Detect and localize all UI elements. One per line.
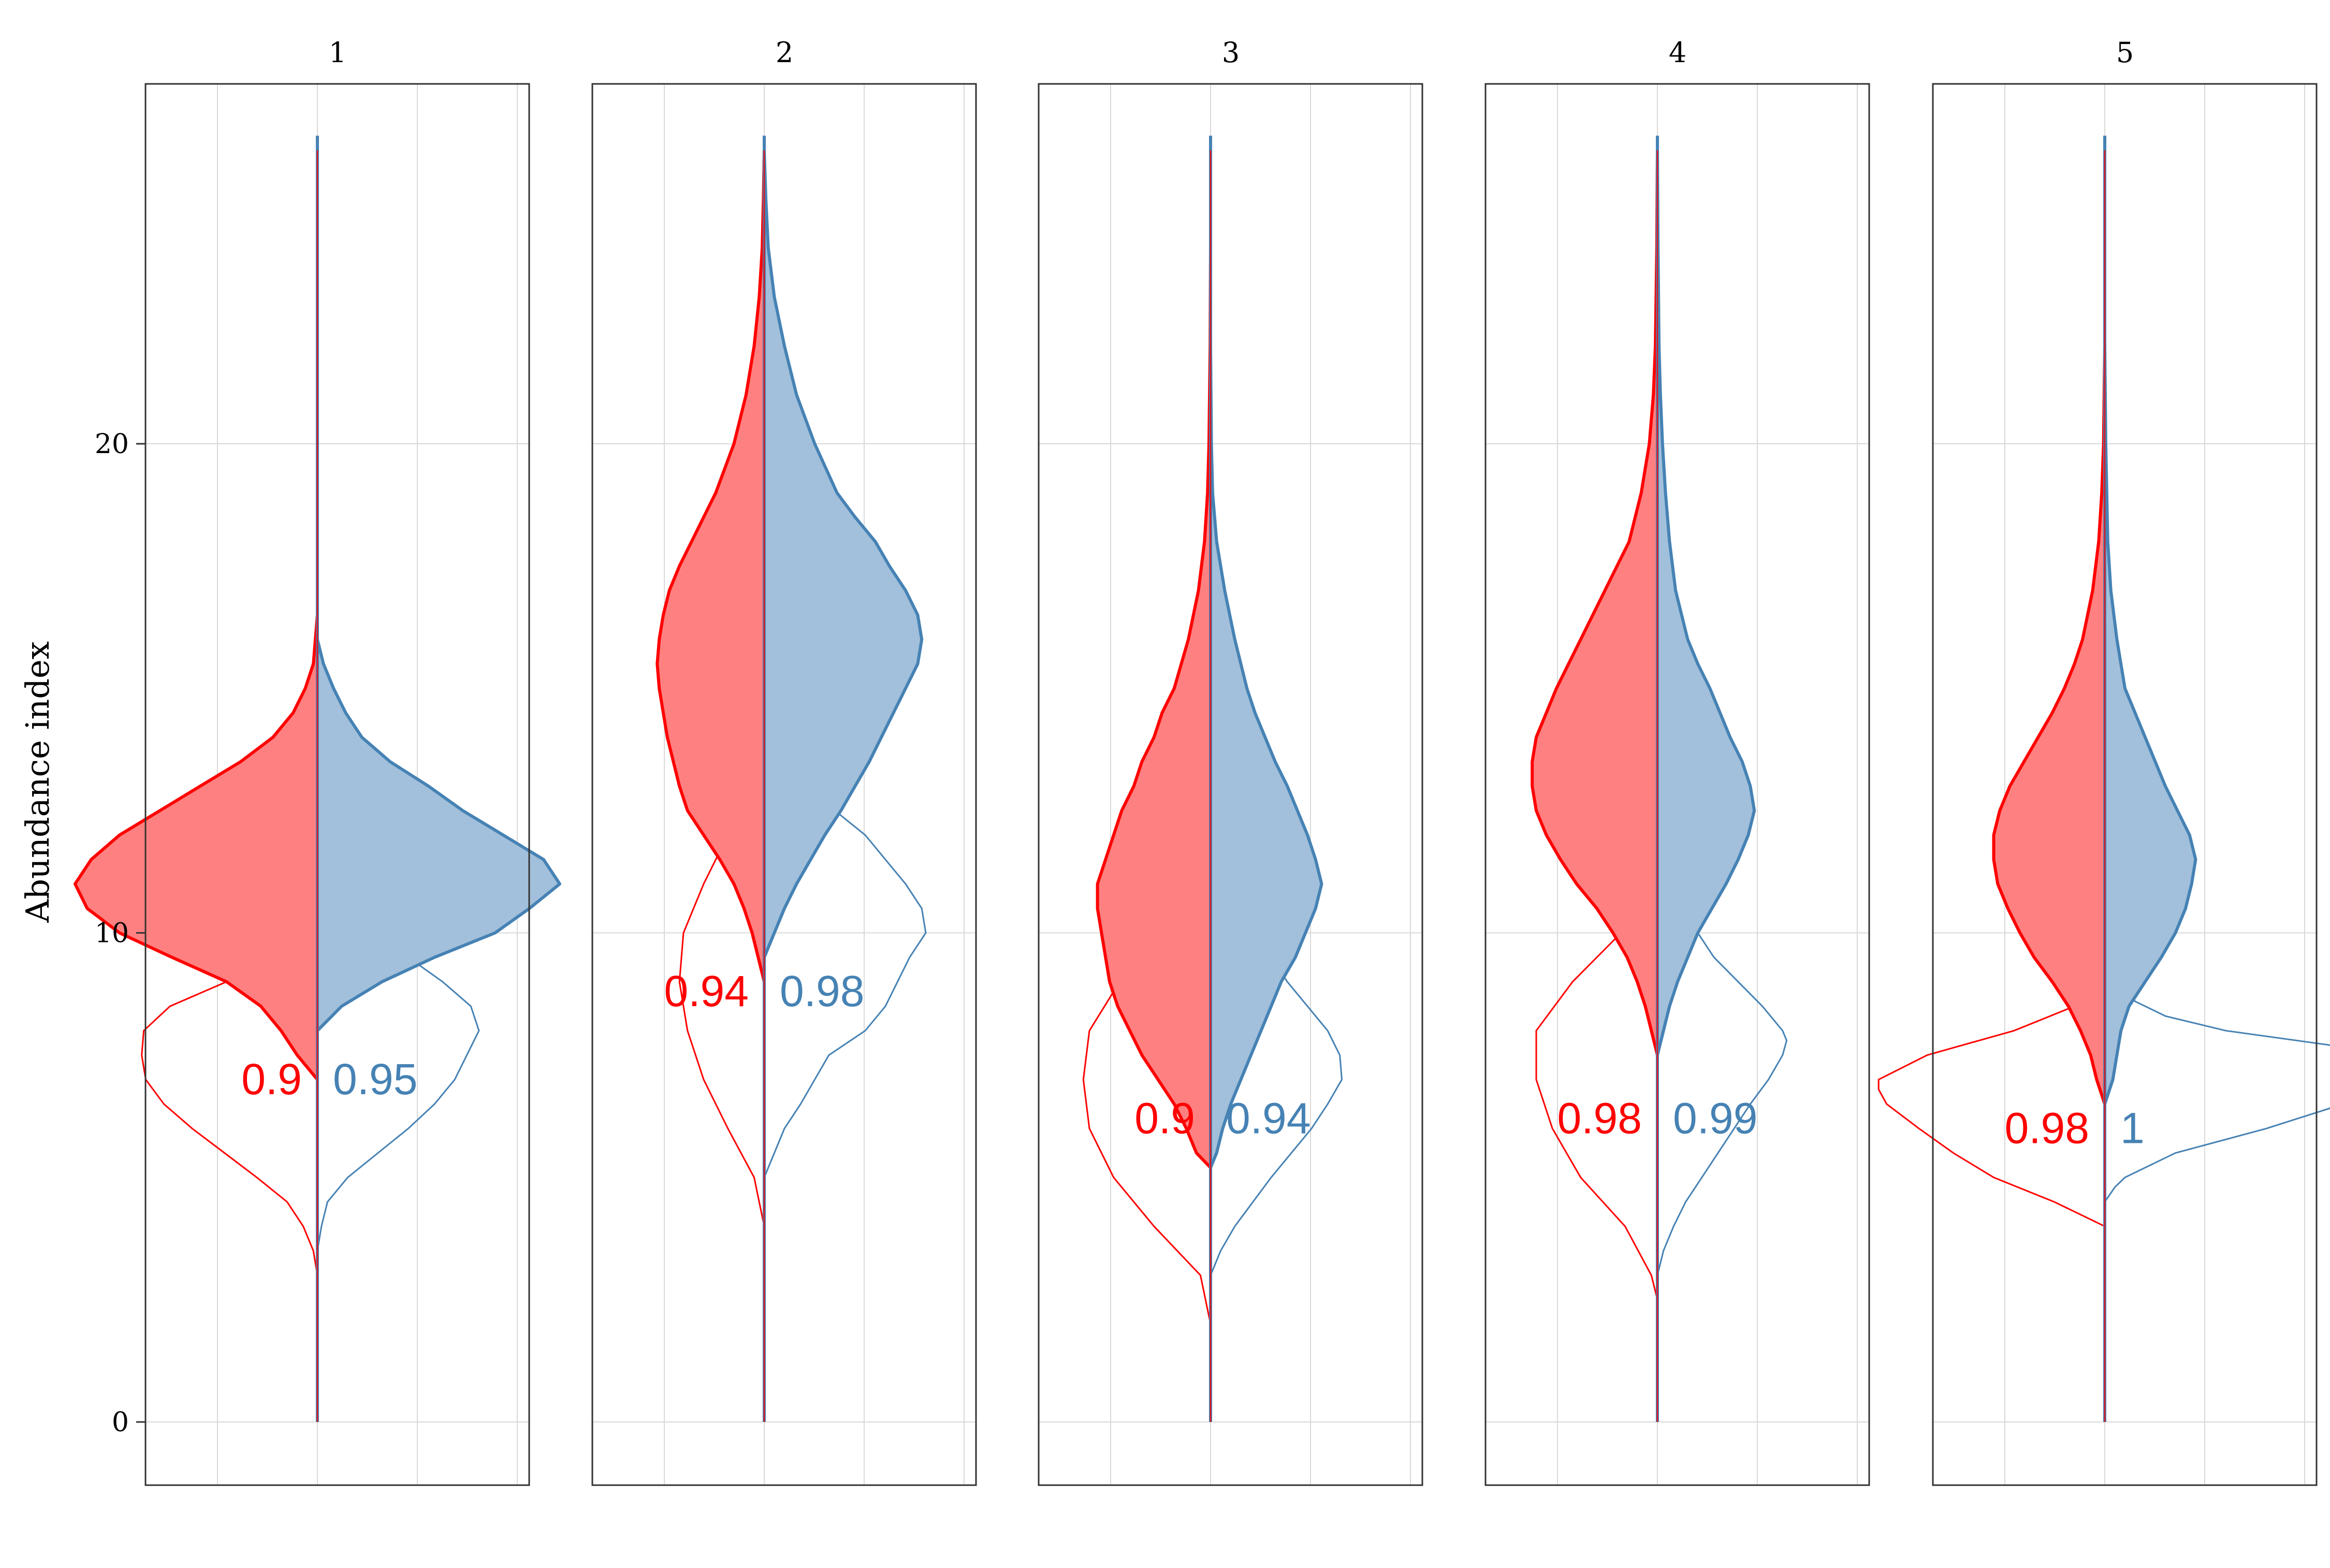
panel-2: 2 0.94 0.98	[591, 36, 977, 1486]
overlap-label-left: 0.94	[664, 967, 749, 1015]
panel-title: 1	[329, 36, 346, 69]
posterior-density-left	[1096, 246, 1212, 1169]
posterior-density-right	[1656, 149, 1756, 1057]
overlap-label-left: 0.98	[1557, 1094, 1642, 1142]
y-axis-label: Abundance index	[19, 641, 56, 923]
panel-frame	[1038, 83, 1423, 1486]
overlap-label-right: 0.94	[1226, 1094, 1311, 1142]
panel-3: 3 0.9 0.94	[1038, 36, 1423, 1486]
panel-title: 2	[776, 36, 793, 69]
overlap-label-right: 1	[2120, 1104, 2145, 1152]
overlap-label-right: 0.98	[780, 967, 865, 1015]
prior-density-left	[1877, 981, 2105, 1227]
posterior-density-left	[74, 613, 319, 1081]
panel-frame	[591, 83, 977, 1486]
posterior-density-left	[656, 149, 766, 983]
panel-4: 4 0.98 0.99	[1484, 36, 1870, 1486]
posterior-density-right	[1209, 344, 1323, 1169]
overlap-label-left: 0.9	[1134, 1094, 1195, 1142]
panel-frame	[144, 83, 530, 1486]
panel-title: 5	[2116, 36, 2134, 69]
posterior-density-right	[763, 149, 924, 959]
panel-frame	[1484, 83, 1870, 1486]
posterior-density-right	[316, 637, 561, 1033]
y-tick-label: 10	[95, 918, 129, 949]
posterior-density-left	[1992, 344, 2106, 1106]
panel-title: 4	[1669, 36, 1686, 69]
overlap-label-right: 0.99	[1673, 1094, 1758, 1142]
y-tick-label: 0	[112, 1407, 129, 1438]
overlap-label-left: 0.9	[241, 1055, 302, 1104]
panel-5: 5 0.98 1	[1877, 36, 2330, 1486]
panel-frame	[1932, 83, 2318, 1486]
posterior-density-left	[1531, 149, 1659, 1057]
overlap-label-right: 0.95	[333, 1055, 418, 1104]
y-tick-label: 20	[95, 429, 129, 460]
overlap-label-left: 0.98	[2005, 1104, 2090, 1152]
panel-title: 3	[1222, 36, 1240, 69]
panel-1: 1 0.9 0.95	[74, 36, 561, 1486]
posterior-density-right	[2103, 344, 2197, 1106]
